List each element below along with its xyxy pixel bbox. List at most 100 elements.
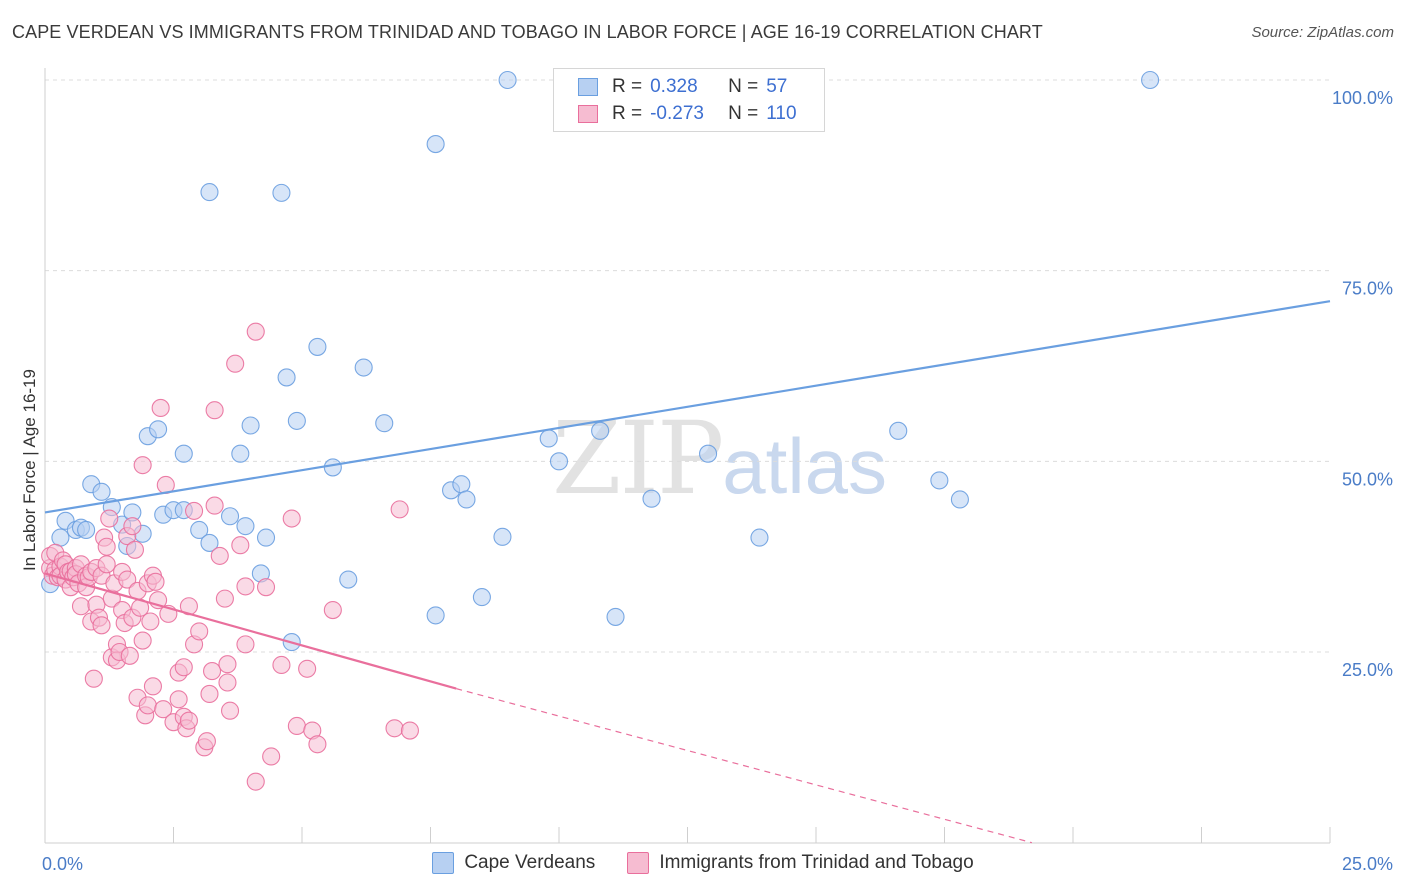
tick-labels: 25.0% 50.0% 75.0% 100.0% 0.0% 25.0% (42, 88, 1393, 874)
data-point (539, 429, 558, 448)
y-tick-label: 75.0% (1342, 279, 1393, 299)
data-point (125, 540, 144, 559)
data-point (205, 496, 224, 515)
data-point (426, 606, 445, 625)
trend-line-0 (44, 300, 1331, 514)
data-point (308, 735, 327, 754)
data-point (549, 452, 569, 471)
data-point (146, 572, 165, 591)
data-point (92, 482, 111, 501)
data-point (190, 622, 209, 641)
legend-r-value: -0.273 (650, 103, 704, 124)
data-point (77, 520, 96, 540)
data-point (143, 677, 162, 696)
data-point (287, 716, 306, 736)
data-point (930, 471, 949, 490)
legend-r-value: 0.328 (650, 76, 698, 97)
series-swatch-trinidad-tobago (627, 852, 650, 874)
data-point (236, 517, 255, 536)
data-point (241, 416, 260, 435)
data-point (262, 747, 281, 766)
data-point (246, 322, 265, 341)
trend-line-1 (44, 572, 457, 690)
source-label: Source: ZipAtlas.com (1251, 24, 1394, 41)
data-point (92, 616, 111, 635)
data-point (236, 635, 255, 654)
data-point (141, 612, 160, 631)
data-point (246, 772, 265, 791)
data-point (220, 701, 240, 720)
data-point (97, 555, 116, 574)
data-point (118, 570, 137, 589)
data-point (272, 655, 291, 675)
data-point (256, 528, 276, 547)
data-point (606, 607, 625, 626)
data-point (71, 597, 91, 616)
y-tick-label: 25.0% (1342, 660, 1393, 680)
data-point (236, 577, 255, 596)
data-point (400, 721, 419, 740)
y-tick-label: 50.0% (1342, 469, 1393, 489)
data-point (287, 411, 306, 430)
trend-lines (44, 300, 1331, 844)
data-point (190, 520, 209, 540)
x-tick-label: 25.0% (1342, 854, 1393, 874)
data-point (889, 421, 908, 440)
data-point (452, 475, 471, 494)
data-point (100, 509, 119, 528)
legend-n-value: 110 (766, 103, 797, 124)
data-point (174, 658, 193, 677)
data-point (231, 536, 250, 555)
axes (44, 68, 1331, 844)
data-point (154, 700, 173, 719)
data-point (97, 537, 116, 556)
data-point (272, 183, 291, 202)
data-point (950, 490, 969, 509)
x-tick-label: 0.0% (42, 854, 83, 874)
legend-n-label: N = (728, 76, 759, 97)
watermark-zip: ZIP (552, 400, 724, 517)
data-point (133, 631, 152, 650)
data-point (226, 354, 245, 373)
legend-swatch-cape-verdeans (578, 78, 598, 96)
data-point (231, 444, 250, 463)
data-point (84, 669, 103, 688)
data-point (149, 420, 168, 439)
series-legend: Cape Verdeans Immigrants from Trinidad a… (0, 852, 1406, 874)
data-point (493, 527, 512, 546)
data-point (591, 421, 610, 440)
data-point (138, 696, 157, 715)
data-point (215, 589, 234, 608)
watermark: ZIPatlas (552, 400, 887, 517)
data-point (133, 456, 152, 475)
data-point (185, 501, 204, 520)
data-point (197, 732, 216, 751)
data-point (385, 719, 404, 738)
data-point (498, 70, 517, 90)
data-point (426, 135, 445, 154)
data-point (323, 601, 342, 620)
data-point (218, 673, 237, 692)
trend-extension-1 (456, 688, 1033, 844)
series-name-trinidad-tobago: Immigrants from Trinidad and Tobago (659, 852, 974, 873)
data-point (218, 655, 237, 674)
series-name-cape-verdeans: Cape Verdeans (464, 852, 596, 873)
data-points (41, 70, 1160, 791)
data-point (169, 690, 188, 709)
data-point (256, 578, 276, 597)
data-point (308, 337, 327, 356)
legend-swatch-trinidad-tobago (578, 105, 598, 123)
data-point (200, 533, 219, 552)
data-point (220, 507, 240, 526)
legend-n-value: 57 (766, 76, 788, 97)
data-point (750, 528, 769, 547)
series-swatch-cape-verdeans (432, 852, 455, 874)
series-legend-item-cape-verdeans: Cape Verdeans (432, 852, 595, 874)
data-point (200, 183, 219, 202)
data-point (375, 414, 394, 433)
data-point (339, 570, 358, 589)
legend-r-label: R = (612, 103, 643, 124)
data-point (151, 398, 170, 417)
series-points-1 (41, 322, 419, 791)
series-points-0 (41, 70, 1160, 652)
